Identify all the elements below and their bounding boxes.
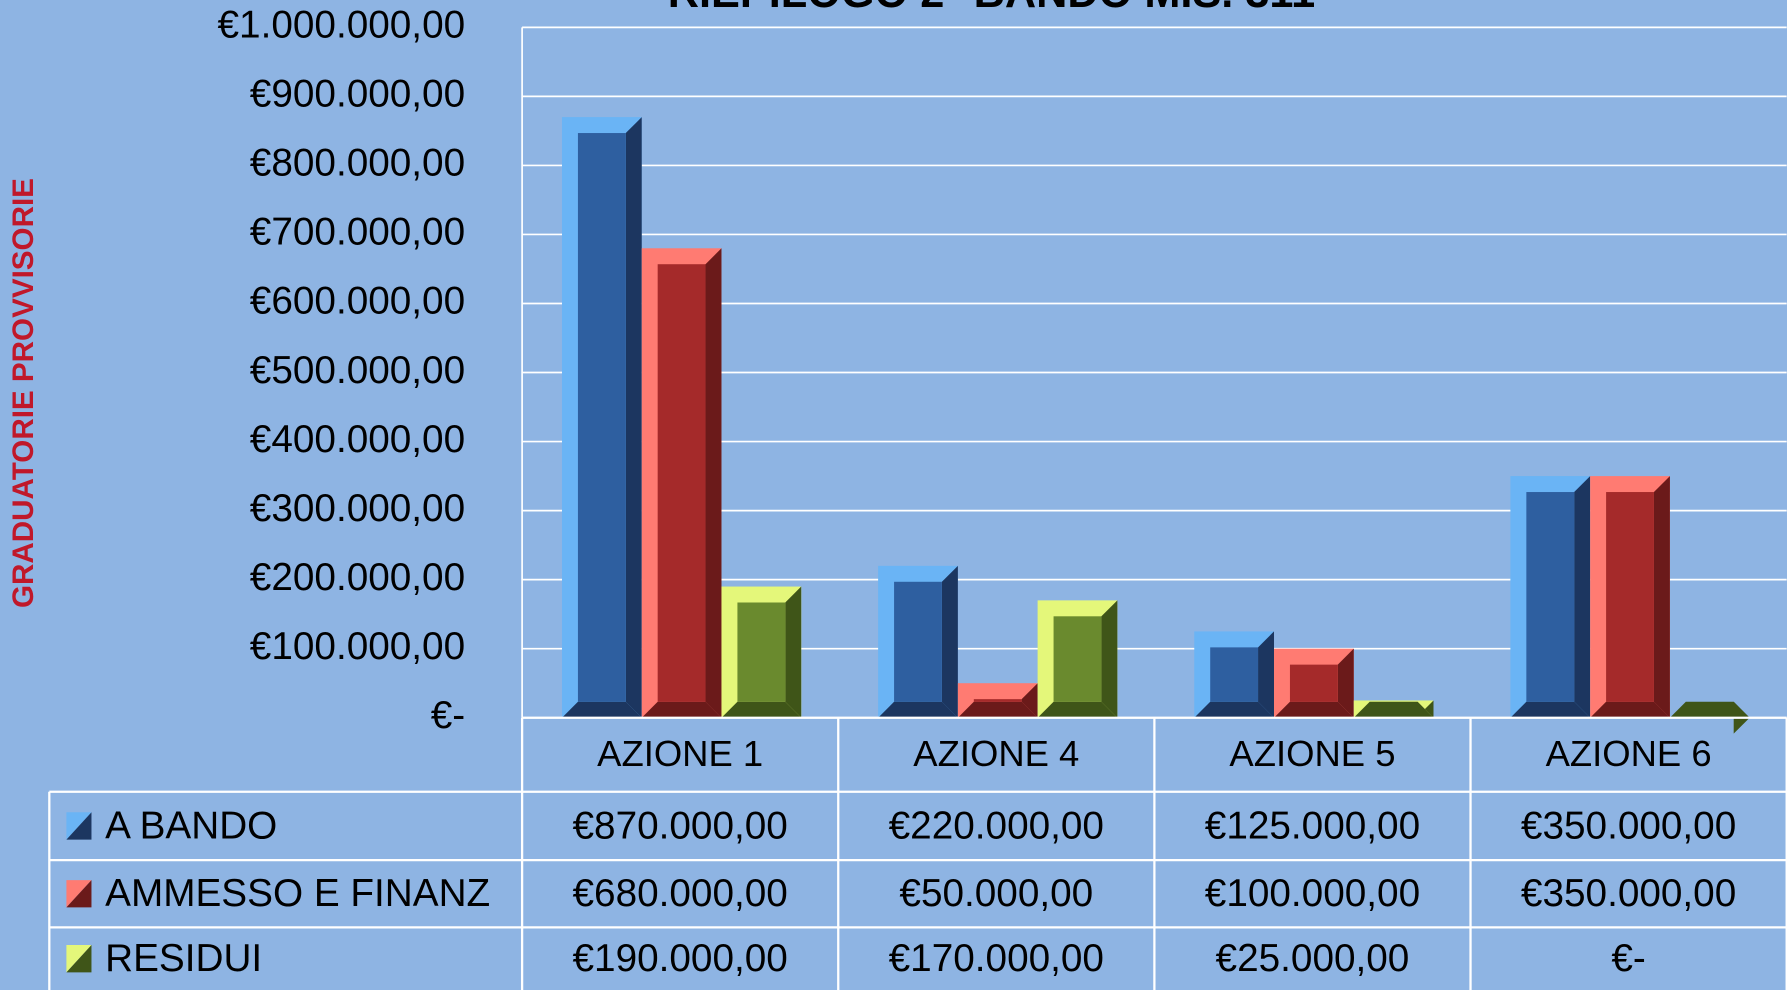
bar-face: [1606, 492, 1654, 702]
bar-face: [737, 602, 786, 702]
table-value: €350.000,00: [1521, 872, 1736, 915]
legend-key: [66, 945, 92, 973]
bar-side: [625, 117, 642, 718]
chart-title: RIEPILOGO 2° BANDO MIS. 311: [668, 0, 1315, 17]
bar-face: [1289, 664, 1338, 702]
bar-face: [577, 133, 626, 702]
bar-face: [1053, 616, 1102, 702]
category-label: AZIONE 4: [913, 733, 1079, 774]
y-tick-label: €500.000,00: [250, 349, 465, 392]
table-value: €220.000,00: [889, 804, 1104, 847]
bar-base: [561, 701, 642, 718]
bar-base: [1590, 701, 1670, 718]
table-value: €680.000,00: [573, 872, 788, 915]
y-tick-label: €1.000.000,00: [218, 4, 466, 47]
bar-side: [1021, 683, 1038, 718]
bar-face: [657, 264, 706, 702]
y-tick-label: €200.000,00: [250, 556, 465, 599]
table-value: €190.000,00: [573, 937, 788, 980]
bar-base: [1194, 701, 1275, 718]
category-label: AZIONE 5: [1229, 733, 1395, 774]
bar-base: [957, 701, 1038, 718]
table-value: €25.000,00: [1216, 937, 1410, 980]
bar-face: [1210, 647, 1259, 702]
bar-side: [1337, 648, 1354, 718]
bar-side: [1653, 476, 1670, 718]
bar-base: [1669, 701, 1750, 718]
bar-base: [1274, 701, 1354, 718]
bar-side: [1258, 631, 1275, 718]
y-tick-label: €400.000,00: [250, 418, 465, 461]
y-tick-label: €100.000,00: [250, 625, 465, 668]
legend-label: A BANDO: [105, 804, 277, 847]
table-value: €350.000,00: [1521, 804, 1736, 847]
bar-base: [1037, 701, 1118, 718]
table-value: €-: [1611, 937, 1645, 980]
bar-side: [705, 248, 722, 718]
y-tick-label: €700.000,00: [250, 211, 465, 254]
y-tick-label: €900.000,00: [250, 73, 465, 116]
legend-key: [66, 880, 92, 908]
bar-base: [1353, 701, 1434, 718]
bar-side: [1574, 476, 1591, 718]
y-tick-label: €800.000,00: [250, 142, 465, 185]
legend-label: AMMESSO E FINANZ: [105, 872, 490, 915]
bar-face: [1526, 492, 1575, 702]
table-value: €125.000,00: [1205, 804, 1420, 847]
bar-side: [785, 586, 802, 718]
y-tick-label: €-: [431, 694, 465, 737]
y-tick-label: €300.000,00: [250, 487, 465, 530]
table-value: €870.000,00: [573, 804, 788, 847]
y-axis-label: GRADUATORIE PROVVISORIE: [7, 178, 40, 608]
legend-label: RESIDUI: [105, 937, 262, 980]
bar-face: [973, 699, 1022, 702]
bar-side: [941, 565, 958, 718]
table-value: €100.000,00: [1205, 872, 1420, 915]
bar-base: [1510, 701, 1591, 718]
table-value: €170.000,00: [889, 937, 1104, 980]
legend-key: [66, 812, 92, 840]
bar-base: [878, 701, 958, 718]
bar-side: [1417, 700, 1434, 718]
table-value: €50.000,00: [899, 872, 1093, 915]
bar-base: [721, 701, 802, 718]
bar-side: [1101, 600, 1118, 718]
category-label: AZIONE 6: [1546, 733, 1712, 774]
category-label: AZIONE 1: [597, 733, 763, 774]
bar-face: [894, 581, 942, 702]
y-tick-label: €600.000,00: [250, 280, 465, 323]
bar-base: [641, 701, 722, 718]
